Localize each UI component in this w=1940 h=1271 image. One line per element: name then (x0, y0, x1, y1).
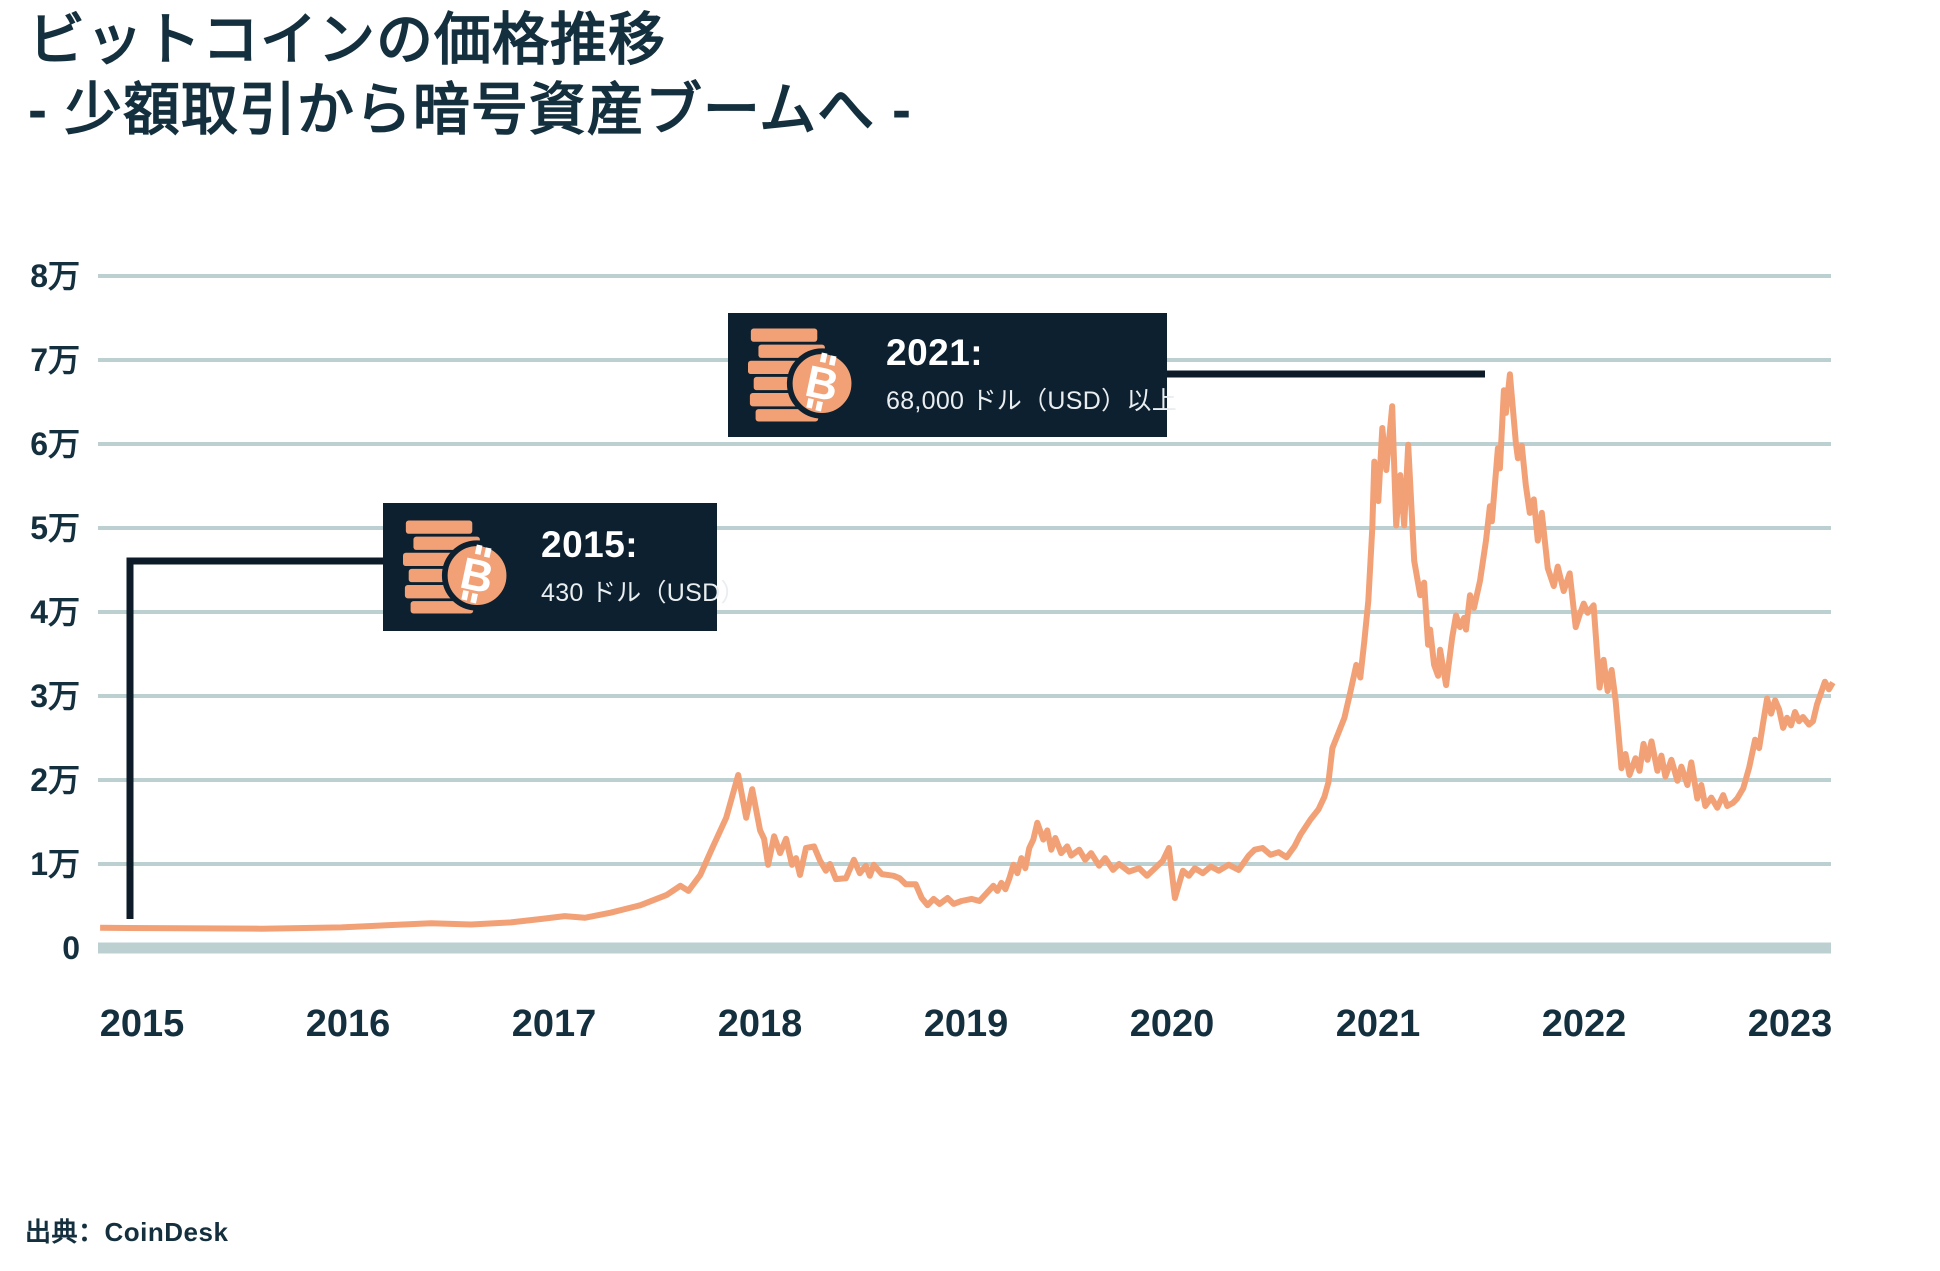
annotation-2021-value: 68,000 ドル（USD）以上 (886, 387, 1177, 416)
x-axis-label-2021: 2021 (1336, 1003, 1421, 1045)
y-axis-label-6万: 6万 (30, 426, 80, 462)
x-axis-label-2020: 2020 (1130, 1003, 1215, 1045)
annotation-2015: B 2015: 430 ドル（USD） (383, 503, 745, 631)
x-axis-label-2023: 2023 (1748, 1003, 1833, 1045)
y-axis-label-2万: 2万 (30, 762, 80, 798)
annotation-2015-value: 430 ドル（USD） (541, 579, 746, 608)
x-axis-label-2015: 2015 (100, 1003, 185, 1045)
bitcoin-price-line (100, 371, 1836, 932)
title-line-1: ビットコインの価格推移 (28, 8, 666, 72)
title-line-2: - 少額取引から暗号資産ブームへ - (28, 77, 912, 142)
x-axis-label-2016: 2016 (306, 1003, 391, 1045)
y-axis-label-1万: 1万 (30, 846, 80, 882)
y-axis-label-0: 0 (62, 930, 80, 966)
annotation-2021-text: 2021: 68,000 ドル（USD）以上 (886, 331, 1177, 418)
annotation-2015-year: 2015: (541, 523, 639, 565)
y-axis-label-4万: 4万 (30, 594, 80, 630)
y-axis-label-3万: 3万 (30, 678, 80, 714)
bitcoin-coin-stack-icon: B (403, 520, 513, 614)
page-title: ビットコインの価格推移 - 少額取引から暗号資産ブームへ - (28, 6, 912, 145)
y-axis-label-7万: 7万 (30, 342, 80, 378)
x-axis-label-2017: 2017 (512, 1003, 597, 1045)
y-axis-label-8万: 8万 (30, 258, 80, 294)
bitcoin-coin-stack-icon: B (748, 328, 858, 422)
annotation-2015-text: 2015: 430 ドル（USD） (541, 523, 746, 610)
annotation-2015-connector-line (126, 557, 383, 919)
x-axis-label-2018: 2018 (718, 1003, 803, 1045)
x-axis-label-2019: 2019 (924, 1003, 1009, 1045)
annotation-2021-year: 2021: (886, 331, 984, 373)
annotation-2021: B 2021: 68,000 ドル（USD）以上 (728, 313, 1177, 437)
x-axis-label-2022: 2022 (1542, 1003, 1627, 1045)
source-credit: 出典：CoinDesk (25, 1217, 229, 1247)
y-axis-label-5万: 5万 (30, 510, 80, 546)
